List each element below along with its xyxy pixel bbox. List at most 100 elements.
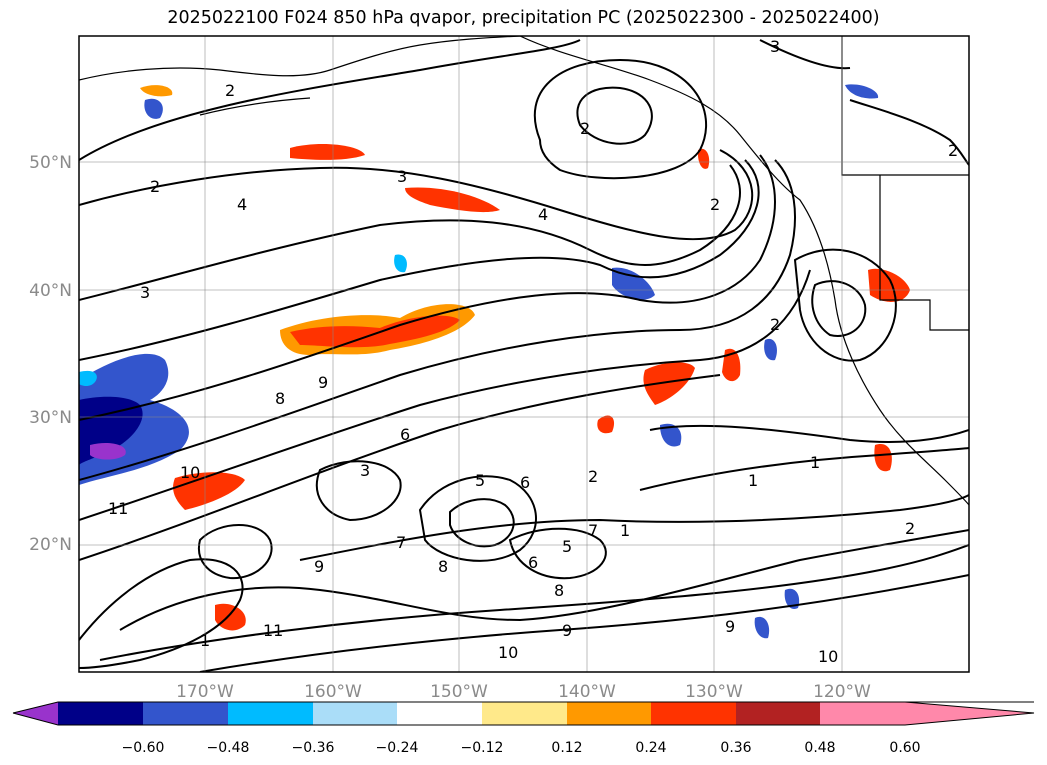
contour-label: 2: [588, 467, 598, 486]
colorbar-tick-label: 0.24: [635, 740, 666, 756]
contour-line: [79, 558, 244, 669]
contour-label: 6: [400, 425, 410, 444]
contour-line: [793, 248, 897, 362]
colorbar-segment: [143, 702, 228, 725]
alaska-aleutian-coastline: [79, 36, 521, 81]
contour-label: 9: [318, 373, 328, 392]
colorbar-tick-label: 0.60: [889, 740, 920, 756]
colorbar-segment: [820, 702, 905, 725]
lat-tick-label: 50°N: [29, 153, 72, 173]
colorbar-extension-low: [13, 702, 58, 725]
contour-line: [449, 498, 515, 548]
contour-label: 7: [396, 533, 406, 552]
negative-anomaly-patch: [394, 254, 407, 273]
contour-line: [759, 39, 851, 70]
colorbar-tick-label: 0.36: [720, 740, 751, 756]
plot-area: [79, 36, 969, 672]
positive-anomaly-patch: [215, 603, 246, 631]
contour-label: 1: [620, 521, 630, 540]
contour-label: 6: [520, 473, 530, 492]
colorbar: −0.60 −0.48 −0.36 −0.24 −0.12 0.12 0.24 …: [12, 701, 1035, 756]
colorbar-segment: [397, 702, 482, 725]
contour-label: 1: [200, 631, 210, 650]
contour-line: [197, 524, 273, 580]
contour-label: 6: [528, 553, 538, 572]
colorbar-tick-label: −0.36: [292, 740, 335, 756]
contour-label: 8: [275, 389, 285, 408]
colorbar-segment: [58, 702, 143, 725]
negative-anomaly-patch: [612, 267, 655, 300]
contour-line: [79, 149, 754, 241]
positive-anomaly-patch: [697, 148, 710, 169]
contour-line: [79, 39, 581, 161]
contour-line: [811, 280, 867, 337]
contour-label: 1: [748, 471, 758, 490]
contour-line: [649, 424, 969, 443]
contour-line: [79, 269, 811, 521]
lat-tick-label: 30°N: [29, 408, 72, 428]
contour-label: 3: [360, 461, 370, 480]
contour-label: 2: [225, 81, 235, 100]
state-borders: [879, 175, 969, 331]
contour-line: [79, 159, 796, 481]
contour-line: [79, 374, 721, 561]
contour-label: 11: [108, 499, 128, 518]
positive-anomaly-patch: [290, 144, 365, 160]
positive-anomaly-patch: [140, 85, 173, 97]
contour-line: [508, 527, 607, 580]
contour-label: 1: [810, 453, 820, 472]
colorbar-tick-label: −0.48: [207, 740, 250, 756]
aleutian-islands: [199, 97, 311, 116]
colorbar-segment: [228, 702, 313, 725]
contour-line: [849, 99, 969, 166]
positive-anomaly-patch: [643, 362, 695, 405]
contour-label: 8: [554, 581, 564, 600]
contour-label: 3: [397, 167, 407, 186]
colorbar-tick-label: −0.24: [376, 740, 419, 756]
contour-line: [119, 529, 969, 631]
contour-label: 9: [562, 621, 572, 640]
colorbar-segment: [651, 702, 736, 725]
colorbar-segment: [567, 702, 651, 725]
colorbar-tick-label: 0.48: [804, 740, 835, 756]
negative-anomaly-edge: [79, 370, 97, 386]
contour-label: 5: [475, 471, 485, 490]
lon-tick-label: 150°W: [430, 682, 488, 702]
positive-anomaly-patch: [722, 348, 741, 382]
colorbar-tick-label: −0.60: [122, 740, 165, 756]
colorbar-extension-high: [905, 702, 1034, 725]
contour-label: 11: [263, 621, 283, 640]
contour-label: 9: [314, 557, 324, 576]
contour-label: 5: [562, 537, 572, 556]
contour-line: [79, 159, 760, 361]
contour-line: [315, 460, 402, 522]
negative-anomaly-patch: [660, 423, 682, 447]
colorbar-segment: [313, 702, 397, 725]
contour-label: 2: [948, 141, 958, 160]
contour-label: 2: [150, 177, 160, 196]
lon-tick-label: 130°W: [685, 682, 743, 702]
contour-label: 2: [580, 119, 590, 138]
lat-tick-label: 40°N: [29, 281, 72, 301]
contour-line: [576, 86, 653, 145]
contour-label: 10: [180, 463, 200, 482]
negative-anomaly-peak: [90, 443, 126, 460]
contour-label: 2: [770, 315, 780, 334]
lon-tick-label: 140°W: [558, 682, 616, 702]
colorbar-segment: [736, 702, 820, 725]
qvapor-contours: [79, 39, 969, 672]
contour-line: [99, 544, 969, 661]
lon-tick-label: 170°W: [176, 682, 234, 702]
contour-line: [533, 58, 708, 180]
contour-label: 2: [710, 195, 720, 214]
contour-label: 2: [905, 519, 915, 538]
negative-anomaly-patch: [784, 588, 800, 609]
contour-label: 9: [725, 617, 735, 636]
contour-line: [79, 154, 776, 421]
colorbar-tick-label: 0.12: [551, 740, 582, 756]
colorbar-tick-label: −0.12: [461, 740, 504, 756]
plot-frame: [78, 35, 970, 673]
positive-anomaly-band-core: [290, 315, 460, 348]
contour-label: 10: [818, 647, 838, 666]
colorbar-segment: [482, 702, 567, 725]
